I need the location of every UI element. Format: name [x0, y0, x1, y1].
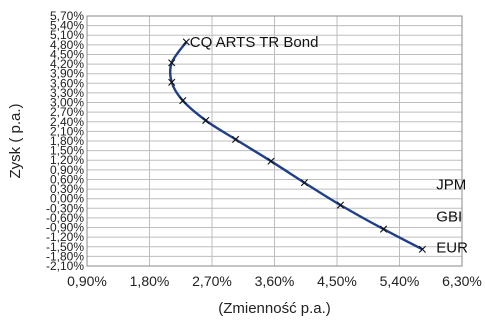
data-point-marker — [336, 201, 345, 209]
y-axis-title: Zysk ( p.a.) — [7, 103, 24, 178]
y-tick-label: 2,40% — [50, 115, 84, 129]
y-tick-label: 4,50% — [50, 47, 84, 61]
x-tick-label: 0,90% — [67, 273, 107, 289]
annotation-label: CQ ARTS TR Bond — [190, 34, 319, 51]
data-point-marker — [179, 97, 187, 105]
annotations: CQ ARTS TR Bond JPM GBI EUR — [190, 34, 468, 256]
data-point-marker — [232, 135, 240, 143]
y-tick-label: 0,00% — [50, 192, 84, 206]
x-tick-label: 6,30% — [442, 273, 482, 289]
y-tick-label: 0,30% — [50, 182, 84, 196]
data-point-marker — [379, 225, 388, 233]
annotation-label: JPM — [436, 176, 466, 193]
y-tick-label: -1,50% — [46, 240, 84, 254]
data-point-marker — [300, 179, 308, 187]
y-tick-label: 5,10% — [50, 28, 84, 42]
x-tick-label: 3,60% — [255, 273, 295, 289]
data-point-marker — [168, 59, 176, 67]
y-tick-label: 0,90% — [50, 163, 84, 177]
x-tick-label: 2,70% — [192, 273, 232, 289]
y-tick-label: 0,60% — [50, 172, 84, 186]
y-tick-label: 1,50% — [50, 144, 84, 158]
y-tick-label: 2,10% — [50, 124, 84, 138]
y-tick-label: 4,20% — [50, 57, 84, 71]
x-tick-label: 1,80% — [130, 273, 170, 289]
y-tick-label: 3,30% — [50, 86, 84, 100]
data-point-marker — [182, 38, 190, 46]
y-tick-label: -0,90% — [46, 221, 84, 235]
y-tick-label: 1,80% — [50, 134, 84, 148]
y-tick-labels: -2,10%-1,80%-1,50%-1,20%-0,90%-0,60%-0,3… — [46, 9, 84, 273]
y-tick-label: 3,00% — [50, 96, 84, 110]
y-tick-label: -2,10% — [46, 259, 84, 273]
y-tick-label: -1,80% — [46, 249, 84, 263]
y-tick-label: -1,20% — [46, 230, 84, 244]
y-tick-label: -0,60% — [46, 211, 84, 225]
y-tick-label: 2,70% — [50, 105, 84, 119]
annotation-label: EUR — [436, 239, 468, 256]
y-tick-label: 5,70% — [50, 9, 84, 23]
grid-lines — [86, 15, 463, 267]
x-tick-label: 5,40% — [380, 273, 420, 289]
plot-frame — [86, 15, 463, 267]
y-tick-label: 4,80% — [50, 38, 84, 52]
y-tick-label: 1,20% — [50, 153, 84, 167]
data-point-marker — [168, 78, 176, 86]
data-point-marker — [418, 245, 427, 253]
data-point-marker — [267, 157, 275, 165]
x-axis-title: (Zmienność p.a.) — [218, 300, 331, 317]
y-tick-label: 5,40% — [50, 19, 84, 33]
data-point-marker — [202, 116, 210, 125]
y-tick-label: 3,60% — [50, 76, 84, 90]
series-layer — [168, 38, 427, 253]
x-tick-labels: 0,90% 1,80% 2,70% 3,60% 4,50% 5,40% 6,30% — [67, 273, 482, 289]
annotation-label: GBI — [436, 208, 462, 225]
y-tick-label: 3,90% — [50, 67, 84, 81]
y-tick-label: -0,30% — [46, 201, 84, 215]
x-tick-label: 4,50% — [317, 273, 357, 289]
